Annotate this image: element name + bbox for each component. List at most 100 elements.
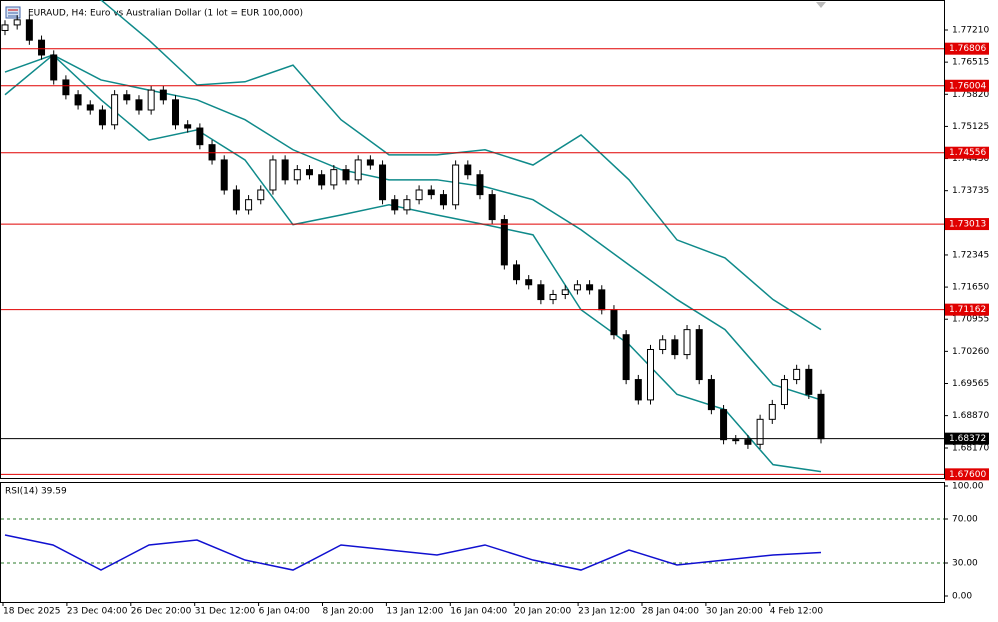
price-panel [0, 0, 945, 479]
candle-body [634, 379, 642, 401]
candle-body [780, 379, 788, 406]
x-tick-label: 28 Jan 04:00 [642, 607, 699, 617]
x-tick-label: 23 Dec 04:00 [67, 607, 128, 617]
y-tick-label: 1.70260 [952, 347, 989, 357]
candle-body [439, 194, 447, 206]
candle-body [62, 79, 70, 96]
candle-body [805, 368, 813, 395]
y-tick-label: 1.75820 [952, 90, 989, 100]
level-tag-label: 1.67600 [949, 470, 986, 480]
candle-body [159, 89, 167, 101]
candle-body [13, 19, 21, 26]
level-tag [945, 218, 989, 231]
candle-body [756, 418, 764, 445]
candle-body [196, 127, 204, 146]
candle-body [610, 309, 618, 336]
rsi-label: RSI(14) 39.59 [5, 487, 67, 497]
x-tick-label: 31 Dec 12:00 [195, 607, 256, 617]
candle-body [500, 219, 508, 266]
y-tick-label: 1.72345 [952, 250, 989, 260]
bollinger-upper [99, 0, 822, 331]
level-tag [945, 146, 989, 159]
candle-body [269, 159, 277, 191]
candle-body [98, 109, 106, 126]
level-tag [945, 468, 989, 481]
candle-body [147, 89, 155, 111]
candle-body [305, 169, 313, 176]
candle-body [403, 199, 411, 211]
x-tick-label: 30 Jan 20:00 [706, 607, 763, 617]
x-tick-label: 8 Jan 20:00 [323, 607, 375, 617]
candle-body [50, 54, 58, 81]
level-tag-label: 1.76004 [949, 81, 986, 91]
y-tick-label: 1.76515 [952, 58, 989, 68]
candle-body [415, 189, 423, 201]
symbol-icon [5, 6, 21, 19]
candle-body [464, 164, 472, 176]
y-tick-label: 1.68870 [952, 411, 989, 421]
candle-body [25, 19, 33, 41]
level-tag-label: 1.74556 [949, 148, 986, 158]
candle-body [683, 329, 691, 356]
candle-body [257, 189, 265, 201]
candle-body [476, 174, 484, 196]
current-price-tag [945, 432, 989, 445]
candle-body [537, 284, 545, 301]
candle-body [695, 329, 703, 381]
chart-title: EURAUD, H4: Euro vs Australian Dollar (1… [28, 9, 303, 19]
rsi-panel [0, 482, 945, 603]
candle-body [366, 159, 374, 166]
candle-body [172, 99, 180, 126]
candle-body [354, 159, 362, 181]
candle-body [513, 264, 521, 281]
candle-body [427, 189, 435, 196]
level-tag-label: 1.71162 [949, 305, 986, 315]
candle-body [38, 39, 46, 56]
x-tick-label: 13 Jan 12:00 [386, 607, 443, 617]
x-tick-label: 6 Jan 04:00 [259, 607, 311, 617]
candle-body [342, 169, 350, 181]
x-tick-label: 16 Jan 04:00 [450, 607, 507, 617]
y-tick-label: 1.69565 [952, 379, 989, 389]
level-tag-label: 1.73013 [949, 220, 986, 230]
candle-body [720, 409, 728, 441]
y-tick-label: 1.77210 [952, 26, 989, 36]
candle-body [281, 159, 289, 181]
candle-body [744, 439, 752, 445]
level-tag [945, 303, 989, 316]
candle-body [598, 289, 606, 311]
candle-body [379, 164, 387, 201]
rsi-line [4, 534, 822, 571]
current-price-label: 1.68372 [949, 434, 986, 444]
level-tag [945, 42, 989, 55]
candle-body [525, 279, 533, 286]
candle-body [184, 124, 192, 129]
candle-body [646, 349, 654, 401]
rsi-tick-label: 100.00 [952, 482, 984, 492]
y-tick-label: 1.71650 [952, 283, 989, 293]
candle-body [330, 169, 338, 186]
x-tick-label: 4 Feb 12:00 [770, 607, 824, 617]
rsi-tick-label: 0.00 [952, 592, 972, 602]
x-tick-label: 26 Dec 20:00 [131, 607, 192, 617]
y-tick-label: 1.68170 [952, 443, 989, 453]
candle-body [488, 194, 496, 221]
candle-body [793, 368, 801, 381]
candle-body [74, 94, 82, 106]
candle-body [622, 334, 630, 381]
candle-body [86, 104, 94, 111]
candle-body [732, 439, 740, 442]
candle-body [135, 99, 143, 111]
candle-body [452, 164, 460, 206]
x-tick-label: 23 Jan 12:00 [578, 607, 635, 617]
level-tag-label: 1.76806 [949, 44, 986, 54]
y-tick-label: 1.74430 [952, 154, 989, 164]
candle-body [817, 393, 825, 440]
candle-body [586, 284, 594, 291]
y-tick-label: 1.70955 [952, 315, 989, 325]
x-tick-label: 18 Dec 2025 [3, 607, 61, 617]
candle-body [671, 339, 679, 356]
candle-body [245, 199, 253, 211]
candle-body [232, 189, 240, 211]
